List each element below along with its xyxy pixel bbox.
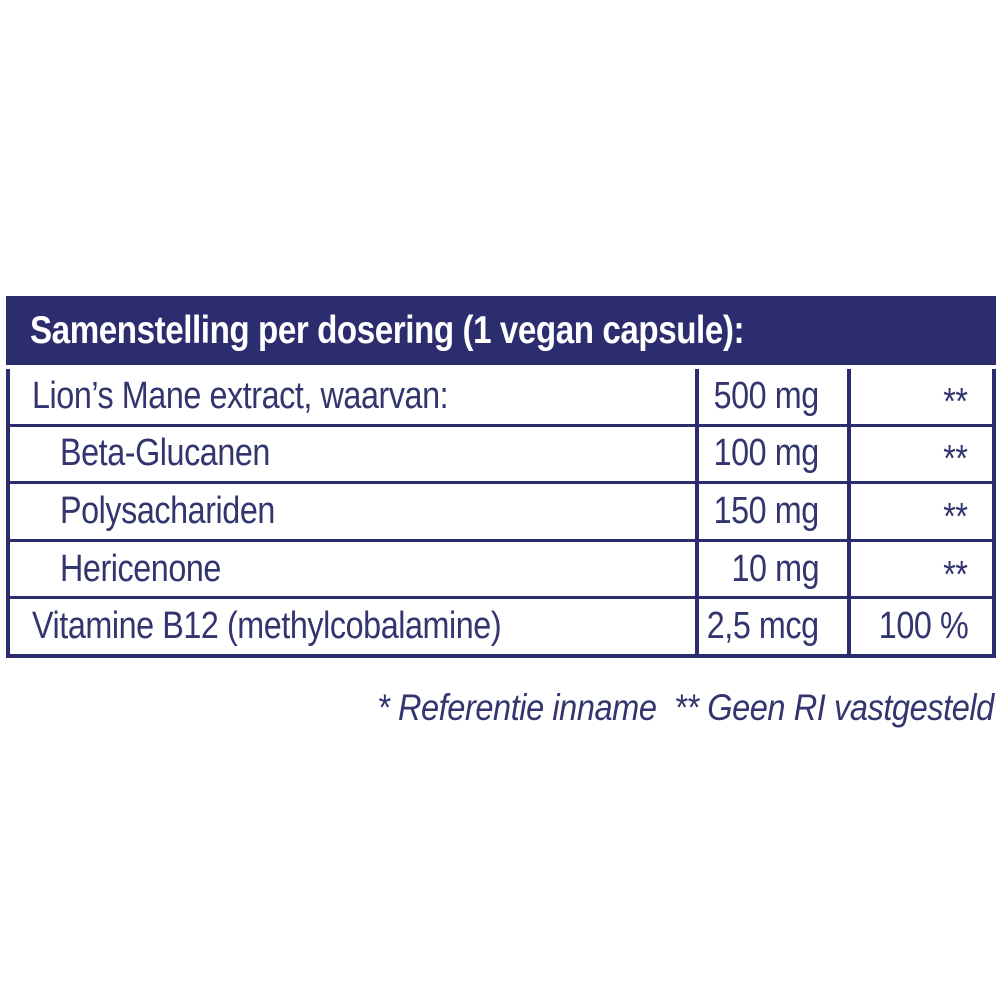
ingredient-name-cell: Vitamine B12 (methylcobalamine) xyxy=(10,599,695,654)
composition-panel: Samenstelling per dosering (1 vegan caps… xyxy=(6,296,996,658)
amount-value: 2,5 mcg xyxy=(707,605,819,648)
ri-value: ** xyxy=(943,380,969,423)
amount-value: 10 mg xyxy=(731,547,819,590)
amount-cell: 500 mg xyxy=(695,369,851,424)
ingredient-name-cell: Beta-Glucanen xyxy=(10,427,695,482)
ri-value: 100 % xyxy=(878,605,969,648)
ri-cell: ** xyxy=(851,542,992,597)
ri-value: ** xyxy=(943,495,969,538)
ingredient-name: Vitamine B12 (methylcobalamine) xyxy=(32,605,502,648)
footnote-no-ri: ** Geen RI vastgesteld xyxy=(674,687,994,728)
amount-cell: 2,5 mcg xyxy=(695,599,851,654)
footnote-reference-intake: * Referentie inname xyxy=(377,687,657,728)
table-row: Lion’s Mane extract, waarvan: 500 mg ** xyxy=(10,369,992,424)
table-row: Hericenone 10 mg ** xyxy=(10,538,992,597)
ri-value: ** xyxy=(943,438,969,481)
footnote: * Referentie inname ** Geen RI vastgestel… xyxy=(6,687,994,729)
ingredient-name-cell: Lion’s Mane extract, waarvan: xyxy=(10,369,695,424)
table-title: Samenstelling per dosering (1 vegan caps… xyxy=(30,308,745,352)
table-row: Beta-Glucanen 100 mg ** xyxy=(10,423,992,482)
ingredient-name: Lion’s Mane extract, waarvan: xyxy=(32,374,449,417)
ri-value: ** xyxy=(943,553,969,596)
ingredient-name: Beta-Glucanen xyxy=(60,432,270,475)
footnote-text: * Referentie inname ** Geen RI vastgestel… xyxy=(377,687,994,729)
ingredient-name: Hericenone xyxy=(60,547,221,590)
table-header: Samenstelling per dosering (1 vegan caps… xyxy=(6,296,996,365)
ingredient-name-cell: Polysachariden xyxy=(10,484,695,539)
table-row: Vitamine B12 (methylcobalamine) 2,5 mcg … xyxy=(10,596,992,654)
amount-value: 500 mg xyxy=(713,374,820,417)
ri-cell: 100 % xyxy=(851,599,992,654)
amount-value: 100 mg xyxy=(713,432,820,475)
amount-cell: 150 mg xyxy=(695,484,851,539)
amount-cell: 10 mg xyxy=(695,541,851,597)
ri-cell: ** xyxy=(851,369,992,424)
amount-cell: 100 mg xyxy=(695,426,851,482)
table-row: Polysachariden 150 mg ** xyxy=(10,481,992,539)
ingredient-name: Polysachariden xyxy=(60,489,275,532)
composition-table-body: Lion’s Mane extract, waarvan: 500 mg ** … xyxy=(6,369,996,658)
ri-cell: ** xyxy=(851,427,992,482)
ingredient-name-cell: Hericenone xyxy=(10,542,695,597)
amount-value: 150 mg xyxy=(713,489,820,532)
ri-cell: ** xyxy=(851,484,992,539)
